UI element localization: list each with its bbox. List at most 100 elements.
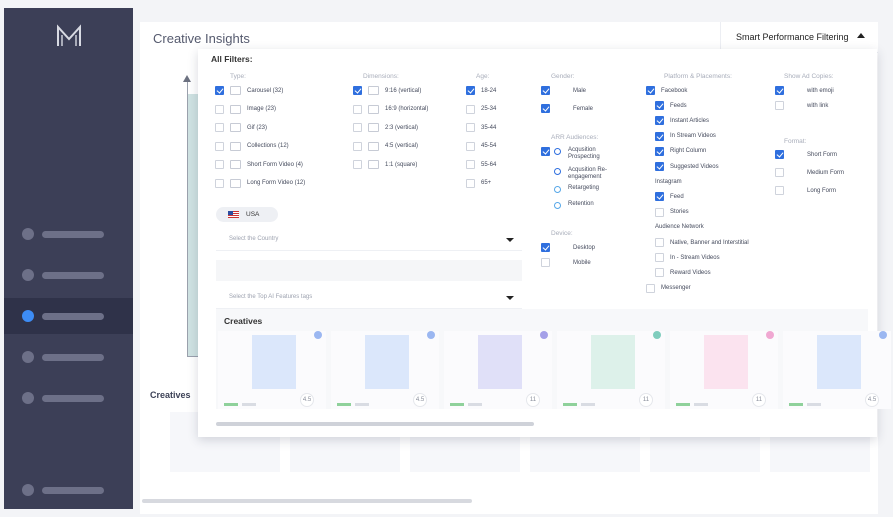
creative-card[interactable]: 11 xyxy=(444,331,552,409)
filter-option[interactable]: Instagram xyxy=(655,176,682,187)
checkbox[interactable] xyxy=(655,253,664,263)
filter-option[interactable]: Native, Banner and Interstitial xyxy=(655,237,749,248)
checkbox[interactable] xyxy=(655,238,664,247)
sidebar-item-6[interactable] xyxy=(4,472,133,508)
filter-option[interactable]: Medium Form xyxy=(775,167,844,178)
checkbox[interactable] xyxy=(215,178,224,188)
checkbox[interactable] xyxy=(215,160,224,169)
sidebar-item-4[interactable] xyxy=(4,339,133,375)
checkbox[interactable] xyxy=(541,104,550,113)
checkbox[interactable] xyxy=(466,86,475,95)
checkbox[interactable] xyxy=(655,192,664,202)
creative-card[interactable]: 11 xyxy=(670,331,778,409)
checkbox[interactable] xyxy=(646,283,655,293)
filter-option[interactable]: Long Form Video (12) xyxy=(215,178,305,189)
checkbox[interactable] xyxy=(775,101,784,110)
filter-option[interactable]: 45-54 xyxy=(466,141,496,152)
arr-audience-option[interactable]: Acqusition Prospecting xyxy=(541,147,624,161)
checkbox[interactable] xyxy=(646,86,655,95)
checkbox[interactable] xyxy=(466,123,475,132)
filter-option[interactable]: Messenger xyxy=(646,283,691,294)
checkbox[interactable] xyxy=(655,116,664,126)
checkbox[interactable] xyxy=(655,268,664,278)
sidebar-item-3-active[interactable] xyxy=(4,298,133,334)
filter-option[interactable]: In Stream Videos xyxy=(655,131,716,142)
ai-features-select[interactable]: Select the Top AI Features tags xyxy=(216,286,522,309)
checkbox[interactable] xyxy=(353,123,362,132)
filter-option[interactable]: 35-44 xyxy=(466,122,496,133)
filter-option[interactable]: 16:9 (horizontal) xyxy=(353,104,428,115)
country-select[interactable]: Select the Country xyxy=(216,228,522,251)
filter-option[interactable]: Short Form Video (4) xyxy=(215,159,303,170)
filter-option[interactable]: In - Stream Videos xyxy=(655,252,720,263)
filter-option[interactable]: Facebook xyxy=(646,85,687,96)
filter-option[interactable]: with link xyxy=(775,100,828,111)
filter-option[interactable]: Right Column xyxy=(655,146,706,157)
filter-option[interactable]: Mobile xyxy=(541,257,591,268)
filter-option[interactable]: Desktop xyxy=(541,242,595,253)
filter-option[interactable]: 1:1 (square) xyxy=(353,159,417,170)
checkbox[interactable] xyxy=(775,168,784,177)
filter-option[interactable]: 2:3 (vertical) xyxy=(353,122,418,133)
checkbox[interactable] xyxy=(466,160,475,169)
checkbox[interactable] xyxy=(655,131,664,141)
arr-audience-option[interactable]: Retargeting xyxy=(541,185,624,193)
filter-option[interactable]: Image (23) xyxy=(215,104,276,115)
arr-audience-option[interactable]: Retention xyxy=(541,201,624,209)
checkbox[interactable] xyxy=(541,86,550,95)
creative-card[interactable]: 4.5 xyxy=(331,331,439,409)
checkbox[interactable] xyxy=(655,162,664,171)
filter-option[interactable]: Long Form xyxy=(775,185,836,196)
sidebar-item-2[interactable] xyxy=(4,257,133,293)
checkbox[interactable] xyxy=(215,123,224,132)
filter-option[interactable]: Gif (23) xyxy=(215,122,267,133)
filter-option[interactable]: 4:5 (vertical) xyxy=(353,141,418,152)
checkbox[interactable] xyxy=(541,147,550,156)
sidebar-item-1[interactable] xyxy=(4,216,133,252)
checkbox[interactable] xyxy=(353,104,362,114)
m-logo-icon[interactable] xyxy=(56,24,82,48)
creative-card[interactable]: 4.5 xyxy=(218,331,326,409)
filter-option[interactable]: Feed xyxy=(655,191,684,202)
smart-performance-filtering-toggle[interactable]: Smart Performance Filtering xyxy=(720,22,878,52)
filter-option[interactable]: Feeds xyxy=(655,100,687,111)
checkbox[interactable] xyxy=(655,101,664,111)
checkbox[interactable] xyxy=(215,104,224,114)
filter-option[interactable]: Short Form xyxy=(775,149,837,160)
filter-option[interactable]: 65+ xyxy=(466,178,491,189)
checkbox[interactable] xyxy=(775,186,784,195)
checkbox[interactable] xyxy=(466,178,475,188)
filter-option[interactable]: Audience Network xyxy=(655,222,704,233)
checkbox[interactable] xyxy=(541,258,550,267)
checkbox[interactable] xyxy=(775,86,784,95)
arr-audience-option[interactable]: Acqusition Re-engagement xyxy=(541,167,624,181)
filter-option[interactable]: 18-24 xyxy=(466,85,496,96)
checkbox[interactable] xyxy=(353,141,362,151)
filter-option[interactable]: 9:16 (vertical) xyxy=(353,85,421,96)
country-chip-usa[interactable]: USA xyxy=(216,207,278,222)
filter-option[interactable]: Stories xyxy=(655,207,689,218)
filter-option[interactable]: Collections (12) xyxy=(215,141,289,152)
checkbox[interactable] xyxy=(775,150,784,159)
creatives-scrollbar[interactable] xyxy=(216,422,534,426)
filter-option[interactable]: Female xyxy=(541,103,593,114)
filter-option[interactable]: with emoji xyxy=(775,85,834,96)
creative-card[interactable]: 11 xyxy=(557,331,665,409)
checkbox[interactable] xyxy=(466,141,475,151)
checkbox[interactable] xyxy=(655,146,664,156)
checkbox[interactable] xyxy=(353,160,362,169)
checkbox[interactable] xyxy=(541,243,550,252)
filter-option[interactable]: 55-64 xyxy=(466,159,496,170)
filter-option[interactable]: Reward Videos xyxy=(655,267,711,278)
creative-card[interactable]: 4.5 xyxy=(783,331,891,409)
filter-option[interactable]: Instant Articles xyxy=(655,115,709,126)
checkbox[interactable] xyxy=(466,104,475,114)
filter-option[interactable]: Male xyxy=(541,85,586,96)
checkbox[interactable] xyxy=(215,86,224,95)
filter-option[interactable]: 25-34 xyxy=(466,104,496,115)
checkbox[interactable] xyxy=(655,207,664,217)
checkbox[interactable] xyxy=(215,141,224,151)
checkbox[interactable] xyxy=(353,86,362,95)
filter-option[interactable]: Suggested Videos xyxy=(655,161,719,172)
filter-option[interactable]: Carousel (32) xyxy=(215,85,283,96)
